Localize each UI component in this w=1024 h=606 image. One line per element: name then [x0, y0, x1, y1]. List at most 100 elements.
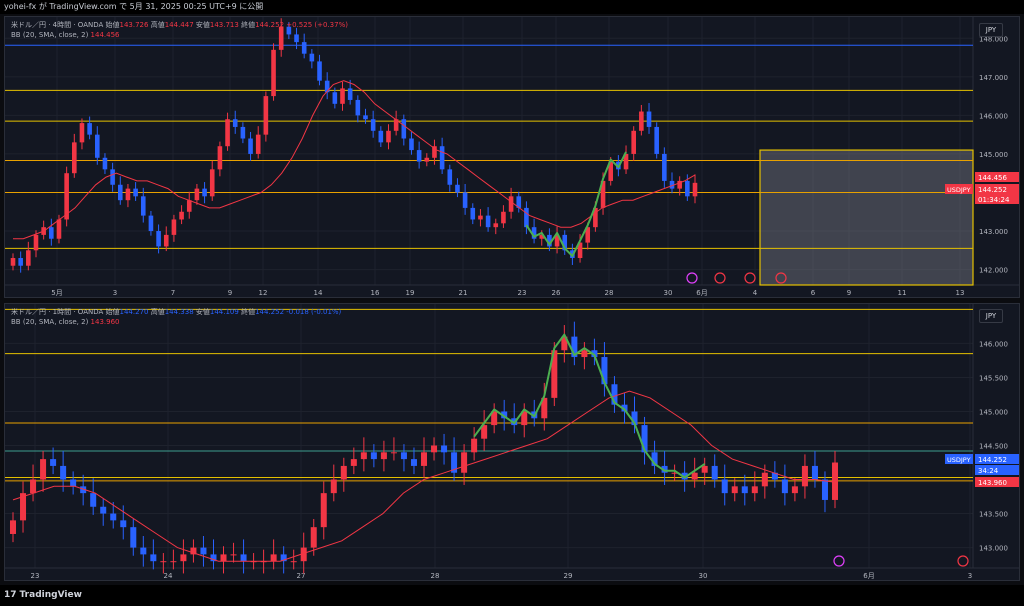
time-tick-label: 9	[847, 289, 851, 297]
legend-open: 143.726	[119, 21, 149, 29]
candle-body	[301, 42, 307, 54]
candle-body	[547, 234, 552, 247]
candle-body	[355, 99, 361, 116]
candle-body	[424, 157, 430, 162]
time-tick-label: 6	[811, 289, 816, 297]
candle-body	[18, 258, 23, 266]
legend-change: +0.525 (+0.37%)	[286, 21, 348, 29]
legend-high: 144.447	[164, 21, 194, 29]
candle-body	[294, 34, 299, 43]
candle-body	[491, 411, 498, 426]
chart-4h-canvas[interactable]: 148.000147.000146.000145.000144.000143.0…	[5, 17, 1020, 298]
candle-body	[309, 53, 315, 62]
candle-body	[330, 479, 337, 494]
candle-body	[240, 126, 246, 139]
candle-body	[180, 554, 187, 562]
candle-body	[10, 258, 16, 266]
candle-body	[531, 227, 537, 239]
symbol-badge: USDJPY	[947, 186, 971, 194]
candle-body	[271, 49, 276, 97]
candle-body	[209, 169, 215, 197]
candle-body	[671, 472, 678, 474]
candle-body	[90, 493, 97, 507]
candle-body	[150, 554, 157, 562]
elliott-wave-line	[473, 333, 706, 479]
price-tick-label: 145.500	[979, 374, 1008, 382]
event-icon	[686, 272, 698, 284]
publish-text: yohei-fx が TradingView.com で 5月 31, 2025…	[4, 2, 264, 11]
candle-body	[501, 211, 506, 224]
candle-body	[217, 146, 223, 170]
candle-body	[194, 188, 200, 201]
legend-symbol: 米ドル／円 · 4時間 · OANDA	[11, 21, 104, 29]
candle-body	[621, 404, 628, 412]
candle-body	[646, 111, 652, 127]
candle-body	[148, 215, 154, 232]
candle-body	[80, 486, 87, 494]
tradingview-logo-icon: 17	[4, 590, 17, 600]
candle-body	[410, 459, 417, 466]
elliott-wave-line	[525, 151, 627, 257]
candle-body	[571, 336, 578, 358]
candle-body	[771, 472, 778, 480]
candle-body	[130, 527, 137, 548]
candle-body	[9, 520, 17, 534]
candle-body	[202, 188, 207, 197]
candle-body	[263, 96, 269, 135]
candle-body	[455, 184, 460, 193]
time-tick-label: 6月	[863, 572, 874, 580]
time-tick-label: 28	[605, 289, 614, 297]
candle-body	[685, 180, 690, 197]
candle-body	[401, 119, 407, 139]
currency-button[interactable]: JPY	[979, 23, 1003, 37]
candle-body	[501, 411, 508, 419]
candle-body	[278, 26, 284, 50]
candle-body	[516, 196, 522, 208]
candle-body	[508, 196, 514, 212]
tradingview-logo[interactable]: 17 TradingView	[4, 590, 82, 600]
price-badge-text: 143.960	[978, 479, 1007, 487]
candle-body	[524, 207, 529, 228]
candle-body	[160, 561, 167, 563]
candle-body	[593, 207, 598, 228]
candle-body	[539, 234, 545, 239]
time-tick-label: 16	[371, 289, 380, 297]
candle-body	[360, 452, 367, 460]
candle-body	[156, 231, 161, 247]
time-tick-label: 21	[459, 289, 468, 297]
candle-body	[711, 465, 718, 480]
candle-body	[601, 357, 608, 385]
price-badge-text: 144.456	[978, 174, 1007, 182]
candle-body	[20, 493, 27, 521]
candle-body	[248, 138, 253, 154]
chart-panel-4h[interactable]: 148.000147.000146.000145.000144.000143.0…	[4, 16, 1020, 298]
legend-bb-1h: BB (20, SMA, close, 2) 143.960	[11, 318, 120, 326]
candle-body	[70, 479, 77, 487]
candle-body	[400, 452, 407, 460]
price-tick-label: 146.000	[979, 340, 1008, 348]
symbol-badge: USDJPY	[947, 456, 971, 464]
candle-body	[409, 138, 414, 151]
candle-body	[347, 88, 353, 100]
candle-body	[761, 472, 768, 487]
candle-body	[741, 486, 748, 494]
time-tick-label: 12	[259, 289, 268, 297]
candle-body	[190, 547, 197, 555]
candle-body	[220, 554, 227, 562]
currency-button[interactable]: JPY	[979, 309, 1003, 323]
candle-body	[393, 119, 399, 131]
candle-body	[240, 554, 247, 562]
candle-body	[140, 196, 146, 216]
candle-body	[416, 150, 422, 162]
candle-body	[255, 134, 261, 154]
price-tick-label: 148.000	[979, 35, 1008, 43]
candle-body	[654, 126, 659, 154]
candle-body	[432, 146, 437, 158]
candle-body	[390, 452, 397, 454]
chart-1h-canvas[interactable]: 146.000145.500145.000144.500144.000143.5…	[5, 304, 1020, 581]
candle-body	[641, 425, 648, 453]
candle-body	[585, 227, 591, 243]
time-tick-label: 7	[171, 289, 175, 297]
chart-panel-1h[interactable]: 146.000145.500145.000144.500144.000143.5…	[4, 303, 1020, 581]
time-tick-label: 30	[699, 572, 708, 580]
